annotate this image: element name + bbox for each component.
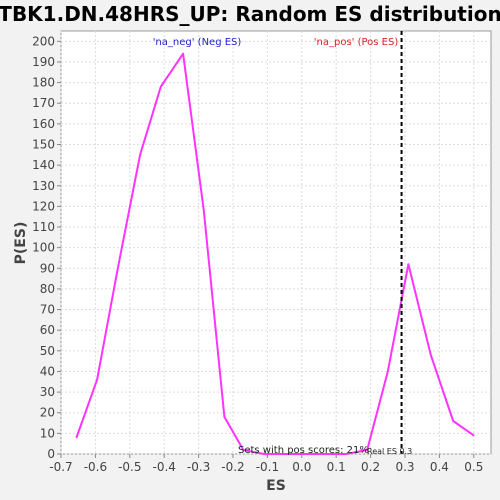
y-tick-label: 110 [32,220,55,234]
x-tick-label: 0.4 [430,460,449,474]
plot-area [60,30,492,455]
data-point [452,420,454,422]
x-tick-label: -0.3 [187,460,210,474]
data-point [96,378,98,381]
x-tick-label: -0.6 [84,460,107,474]
data-point [263,453,265,455]
neg-es-label: 'na_neg' (Neg ES) [153,37,242,48]
y-tick-label: 80 [40,282,55,296]
y-tick-label: 90 [40,261,55,275]
series-line [75,52,475,455]
data-point [182,52,184,55]
x-tick-label: -0.1 [256,460,279,474]
x-axis: -0.7 -0.6 -0.5 -0.4 -0.3 -0.2 -0.1 0.0 0.1 0.2 0.3… [49,454,483,474]
y-tick-label: 10 [40,426,55,440]
data-point [116,267,119,270]
x-tick-label: 0.1 [327,460,346,474]
y-tick-label: 70 [40,303,55,317]
data-point [430,354,432,356]
x-tick-label: 0.0 [292,460,311,474]
y-tick-label: 120 [32,199,55,213]
data-point [75,436,78,439]
y-tick-label: 100 [32,241,55,255]
y-tick-label: 170 [32,96,55,110]
y-axis-label: P(ES) [13,222,29,265]
y-tick-label: 140 [32,158,55,172]
chart-title: TBK1.DN.48HRS_UP: Random ES distribution [0,2,500,26]
pos-scores-label: Sets with pos scores: 21% [238,445,369,456]
y-tick-label: 50 [40,344,55,358]
data-point [473,434,475,437]
data-point [325,453,327,455]
pos-es-label: 'na_pos' (Pos ES) [314,37,399,48]
x-tick-label: 0.2 [361,460,380,474]
x-tick-label: -0.2 [221,460,244,474]
y-tick-label: 200 [32,34,55,48]
x-tick-label: -0.7 [49,460,72,474]
real-es-label: Real ES 0.3 [367,447,412,456]
data-point [387,370,389,373]
data-point [304,453,307,455]
x-tick-label: -0.4 [152,460,175,474]
data-point [202,209,205,212]
y-tick-label: 130 [32,179,55,193]
y-tick-label: 180 [32,76,55,90]
data-point [242,449,245,451]
y-axis: 0 10 20 30 40 50 60 70 80 90 100 110 120 130 140 150 160… [32,34,61,461]
data-point [139,154,141,156]
y-tick-label: 0 [47,447,55,461]
y-tick-label: 40 [40,364,55,378]
y-tick-label: 30 [40,385,55,399]
x-axis-label: ES [266,478,286,494]
x-tick-label: 0.5 [464,460,483,474]
data-point [407,263,410,265]
x-tick-label: -0.5 [118,460,141,474]
series-layer [75,52,475,455]
y-tick-label: 20 [40,406,55,420]
data-point [159,85,162,88]
y-tick-label: 190 [32,55,55,69]
data-point [345,453,348,455]
data-point [223,416,226,418]
data-point [366,449,368,451]
y-tick-label: 160 [32,117,55,131]
y-tick-label: 150 [32,137,55,151]
data-point [283,453,286,455]
y-tick-label: 60 [40,323,55,337]
x-tick-label: 0.3 [395,460,414,474]
